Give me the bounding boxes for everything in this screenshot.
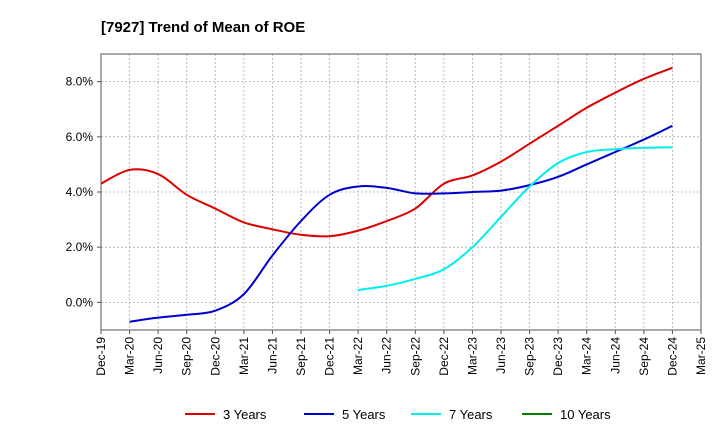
x-axis-ticks: Dec-19 Mar-20 Jun-20 Sep-20 Dec-20 Mar-21 Jun-…: [94, 330, 708, 376]
x-tick-label-0: Dec-19: [94, 337, 108, 376]
y-tick-label-1: 2.0%: [66, 240, 94, 254]
x-tick-label-21: Mar-25: [694, 337, 708, 375]
y-tick-label-2: 4.0%: [66, 185, 94, 199]
x-tick-label-5: Mar-21: [237, 337, 251, 375]
x-tick-label-11: Sep-22: [408, 337, 422, 376]
series-line-3-years: [100, 66, 673, 238]
legend-label-5-years: 5 Years: [342, 407, 386, 422]
y-tick-label-4: 8.0%: [66, 75, 94, 89]
x-tick-label-7: Sep-21: [294, 337, 308, 376]
x-tick-label-20: Dec-24: [665, 337, 679, 376]
x-tick-label-10: Jun-22: [380, 337, 394, 374]
x-tick-label-12: Dec-22: [437, 337, 451, 376]
y-axis-ticks: 0.0% 2.0% 4.0% 6.0% 8.0%: [66, 75, 101, 309]
x-tick-label-16: Dec-23: [551, 337, 565, 376]
legend-label-10-years: 10 Years: [560, 407, 611, 422]
x-tick-label-9: Mar-22: [351, 337, 365, 375]
y-tick-label-0: 0.0%: [66, 295, 94, 309]
series-layer: [100, 66, 673, 323]
legend-label-7-years: 7 Years: [449, 407, 493, 422]
x-tick-label-1: Mar-20: [123, 337, 137, 375]
x-tick-label-6: Jun-21: [265, 337, 279, 374]
series-line-7-years: [357, 146, 673, 291]
legend-label-3-years: 3 Years: [223, 407, 267, 422]
x-tick-label-19: Sep-24: [637, 337, 651, 376]
x-tick-label-18: Jun-24: [608, 337, 622, 374]
chart-title: [7927] Trend of Mean of ROE: [101, 19, 305, 36]
x-tick-label-17: Mar-24: [580, 337, 594, 375]
x-tick-label-14: Jun-23: [494, 337, 508, 374]
x-tick-label-15: Sep-23: [523, 337, 537, 376]
x-tick-label-4: Dec-20: [208, 337, 222, 376]
legend: 3 Years 5 Years 7 Years 10 Years: [185, 407, 611, 422]
y-tick-label-3: 6.0%: [66, 130, 94, 144]
x-tick-label-8: Dec-21: [323, 337, 337, 376]
x-tick-label-13: Mar-23: [465, 337, 479, 375]
x-tick-label-3: Sep-20: [180, 337, 194, 376]
x-tick-label-2: Jun-20: [151, 337, 165, 374]
series-line-5-years: [129, 124, 673, 323]
